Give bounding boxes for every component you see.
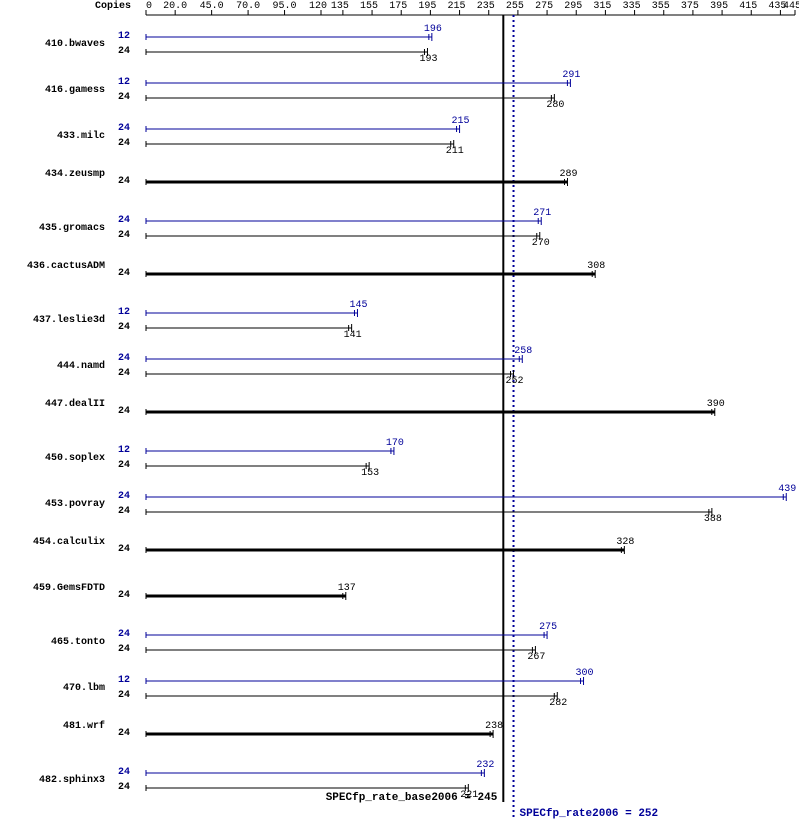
x-tick-label: 395	[710, 1, 728, 12]
x-tick-label: 315	[593, 1, 611, 12]
copies-value: 12	[118, 445, 130, 456]
bar-value-label: 211	[446, 146, 464, 157]
x-tick-label: 120	[309, 1, 327, 12]
benchmark-label: 465.tonto	[0, 637, 105, 648]
x-tick-label: 135	[331, 1, 349, 12]
benchmark-label: 481.wrf	[0, 721, 105, 732]
benchmark-label: 410.bwaves	[0, 39, 105, 50]
copies-value: 24	[118, 644, 130, 655]
x-tick-label: 70.0	[236, 1, 260, 12]
benchmark-label: 459.GemsFDTD	[0, 583, 105, 594]
x-tick-label: 175	[389, 1, 407, 12]
copies-value: 24	[118, 353, 130, 364]
bar-value-label: 291	[562, 70, 580, 81]
copies-value: 24	[118, 544, 130, 555]
copies-value: 24	[118, 123, 130, 134]
copies-value: 24	[118, 690, 130, 701]
bar-value-label: 270	[532, 238, 550, 249]
copies-value: 24	[118, 590, 130, 601]
bar-value-label: 282	[549, 698, 567, 709]
copies-value: 24	[118, 491, 130, 502]
x-tick-label: 415	[739, 1, 757, 12]
x-tick-label: 155	[360, 1, 378, 12]
copies-header: Copies	[95, 1, 131, 12]
benchmark-label: 470.lbm	[0, 683, 105, 694]
copies-value: 24	[118, 368, 130, 379]
bar-value-label: 267	[527, 652, 545, 663]
reference-line-label: SPECfp_rate_base2006 = 245	[326, 792, 498, 804]
copies-value: 24	[118, 138, 130, 149]
bar-value-label: 137	[338, 583, 356, 594]
benchmark-label: 482.sphinx3	[0, 775, 105, 786]
copies-value: 12	[118, 77, 130, 88]
x-tick-label: 95.0	[273, 1, 297, 12]
x-tick-label: 445	[783, 1, 799, 12]
x-tick-label: 235	[477, 1, 495, 12]
benchmark-label: 434.zeusmp	[0, 169, 105, 180]
copies-value: 24	[118, 767, 130, 778]
copies-value: 24	[118, 782, 130, 793]
bar-value-label: 300	[576, 668, 594, 679]
x-tick-label: 335	[623, 1, 641, 12]
bar-value-label: 170	[386, 438, 404, 449]
bar-value-label: 308	[587, 261, 605, 272]
bar-value-label: 328	[616, 537, 634, 548]
bar-value-label: 390	[707, 399, 725, 410]
x-tick-label: 355	[652, 1, 670, 12]
reference-line-label: SPECfp_rate2006 = 252	[520, 808, 659, 820]
copies-value: 24	[118, 92, 130, 103]
copies-value: 24	[118, 176, 130, 187]
bar-value-label: 388	[704, 514, 722, 525]
x-tick-label: 255	[506, 1, 524, 12]
benchmark-label: 437.leslie3d	[0, 315, 105, 326]
copies-value: 24	[118, 728, 130, 739]
bar-value-label: 215	[452, 116, 470, 127]
bar-value-label: 252	[506, 376, 524, 387]
bar-value-label: 280	[546, 100, 564, 111]
benchmark-label: 435.gromacs	[0, 223, 105, 234]
bar-value-label: 153	[361, 468, 379, 479]
bar-value-label: 145	[349, 300, 367, 311]
benchmark-label: 447.dealII	[0, 399, 105, 410]
bar-value-label: 193	[419, 54, 437, 65]
x-tick-label: 20.0	[163, 1, 187, 12]
copies-value: 24	[118, 460, 130, 471]
copies-value: 24	[118, 215, 130, 226]
copies-value: 24	[118, 322, 130, 333]
benchmark-label: 450.soplex	[0, 453, 105, 464]
benchmark-label: 454.calculix	[0, 537, 105, 548]
bar-value-label: 439	[778, 484, 796, 495]
copies-value: 12	[118, 675, 130, 686]
x-tick-label: 295	[564, 1, 582, 12]
copies-value: 24	[118, 268, 130, 279]
bar-value-label: 196	[424, 24, 442, 35]
benchmark-label: 433.milc	[0, 131, 105, 142]
x-tick-label: 45.0	[200, 1, 224, 12]
bar-value-label: 141	[344, 330, 362, 341]
bar-value-label: 258	[514, 346, 532, 357]
bar-value-label: 289	[559, 169, 577, 180]
copies-value: 24	[118, 629, 130, 640]
spec-chart: 0 20.0 45.0 70.0 95.0 120 135 155 175 195 215 235 25…	[0, 0, 799, 831]
x-tick-label: 215	[448, 1, 466, 12]
bar-value-label: 275	[539, 622, 557, 633]
copies-value: 24	[118, 46, 130, 57]
copies-value: 24	[118, 230, 130, 241]
x-tick-label: 0	[146, 1, 152, 12]
benchmark-label: 444.namd	[0, 361, 105, 372]
bar-value-label: 271	[533, 208, 551, 219]
copies-value: 24	[118, 406, 130, 417]
benchmark-label: 453.povray	[0, 499, 105, 510]
x-tick-label: 375	[681, 1, 699, 12]
bar-value-label: 238	[485, 721, 503, 732]
benchmark-label: 416.gamess	[0, 85, 105, 96]
benchmark-label: 436.cactusADM	[0, 261, 105, 272]
copies-value: 24	[118, 506, 130, 517]
x-tick-label: 275	[535, 1, 553, 12]
copies-value: 12	[118, 307, 130, 318]
copies-value: 12	[118, 31, 130, 42]
x-tick-label: 195	[418, 1, 436, 12]
bar-value-label: 232	[476, 760, 494, 771]
